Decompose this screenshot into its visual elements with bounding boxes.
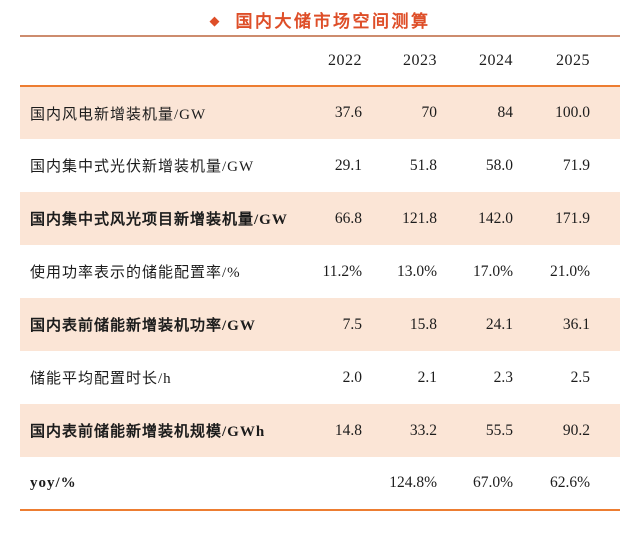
row-value: 17.0% (472, 262, 513, 280)
row-value: 58.0 (485, 156, 513, 174)
table-row: 国内集中式光伏新增装机量/GW 29.1 51.8 58.0 71.9 (20, 139, 620, 192)
row-label: 使用功率表示的储能配置率/% (30, 265, 241, 281)
table-header-row: 2022 2023 2024 2025 (20, 37, 620, 86)
row-value: 14.8 (334, 421, 362, 439)
row-value (290, 457, 362, 510)
table-row: 国内表前储能新增装机规模/GWh 14.8 33.2 55.5 90.2 (20, 404, 620, 457)
row-value: 33.2 (409, 421, 437, 439)
row-value: 124.8% (389, 474, 437, 491)
row-value: 37.6 (334, 104, 362, 121)
row-label: 国内集中式风光项目新增装机量/GW (30, 212, 288, 228)
row-value: 55.5 (485, 421, 513, 439)
row-value: 100.0 (555, 104, 590, 121)
year-column-header: 2022 (328, 52, 362, 69)
row-value: 21.0% (549, 262, 590, 280)
title-divider (20, 35, 620, 37)
section-title: ◆ 国内大储市场空间测算 (0, 0, 640, 31)
row-value: 36.1 (562, 315, 590, 333)
row-value: 84 (497, 104, 514, 121)
row-value: 171.9 (555, 209, 590, 227)
row-value: 13.0% (396, 262, 437, 280)
row-value: 2.5 (570, 368, 590, 386)
row-value: 70 (421, 104, 438, 121)
row-label: 储能平均配置时长/h (30, 371, 172, 387)
table-row: 储能平均配置时长/h 2.0 2.1 2.3 2.5 (20, 351, 620, 404)
row-value: 2.3 (493, 368, 513, 386)
table-body: 国内风电新增装机量/GW 37.6 70 84 100.0 国内集中式光伏新增装机量/GW… (20, 86, 620, 510)
row-value: 90.2 (562, 421, 590, 439)
year-column-header: 2024 (479, 52, 513, 69)
row-value: 71.9 (562, 156, 590, 174)
row-label: 国内表前储能新增装机功率/GW (30, 318, 256, 334)
page-title: 国内大储市场空间测算 (235, 12, 431, 31)
row-value: 67.0% (472, 474, 513, 491)
table-row: 国内风电新增装机量/GW 37.6 70 84 100.0 (20, 86, 620, 139)
table-row: 国内表前储能新增装机功率/GW 7.5 15.8 24.1 36.1 (20, 298, 620, 351)
row-value: 24.1 (485, 315, 513, 333)
row-value: 62.6% (549, 474, 590, 491)
table-row: yoy/% 124.8% 67.0% 62.6% (20, 457, 620, 510)
row-value: 2.0 (342, 368, 362, 386)
row-value: 2.1 (417, 368, 437, 386)
row-value: 142.0 (478, 209, 513, 227)
year-column-header: 2025 (556, 52, 590, 69)
row-value: 15.8 (409, 315, 437, 333)
row-label: 国内表前储能新增装机规模/GWh (30, 424, 266, 440)
header-empty-cell (20, 37, 290, 86)
row-value: 29.1 (334, 156, 362, 174)
row-value: 66.8 (334, 209, 362, 227)
diamond-bullet-icon: ◆ (209, 13, 220, 28)
row-value: 7.5 (342, 315, 362, 333)
row-value: 51.8 (409, 156, 437, 174)
year-column-header: 2023 (403, 52, 437, 69)
row-label: 国内集中式光伏新增装机量/GW (30, 159, 255, 175)
table-row: 国内集中式风光项目新增装机量/GW 66.8 121.8 142.0 171.9 (20, 192, 620, 245)
row-value: 121.8 (402, 209, 437, 227)
market-estimation-table: 2022 2023 2024 2025 国内风电新增装机量/GW 37.6 70 84… (20, 37, 620, 511)
row-label: yoy/% (30, 474, 77, 491)
row-value: 11.2% (322, 262, 362, 280)
row-label: 国内风电新增装机量/GW (30, 106, 207, 123)
table-row: 使用功率表示的储能配置率/% 11.2% 13.0% 17.0% 21.0% (20, 245, 620, 298)
